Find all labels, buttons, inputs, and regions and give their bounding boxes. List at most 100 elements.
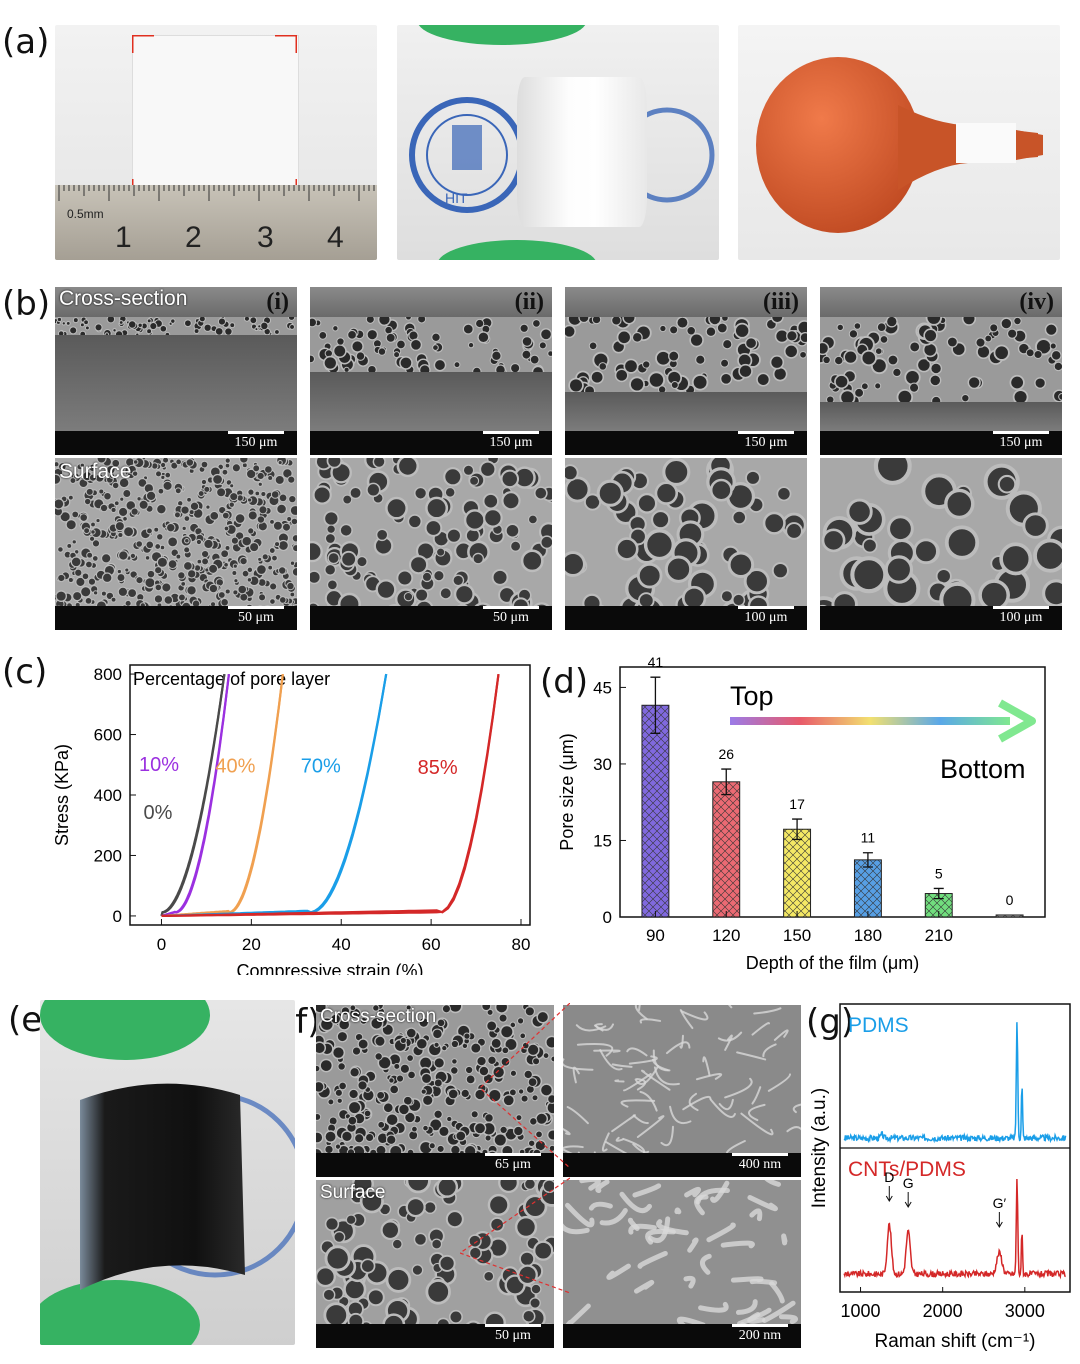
sem-surface-3: 100 μm <box>565 458 807 630</box>
panel-label-c: (c) <box>2 652 48 692</box>
sem-cross-section-1: (i) 150 μm Cross-section <box>55 287 297 455</box>
y-tick-label: 45 <box>593 678 612 697</box>
ruler-number-4: 4 <box>327 221 344 254</box>
ruler: 0.5mm 1 2 3 4 <box>55 185 377 260</box>
rubber-bulb <box>756 57 1043 233</box>
scale-bar: 150 μm <box>986 431 1056 451</box>
series-label: 0% <box>143 802 172 824</box>
x-tick-label: 3000 <box>1005 1301 1045 1321</box>
sem-cross-section-2: (ii) 150 μm <box>310 287 552 455</box>
series-label: 40% <box>215 755 255 777</box>
x-tick-label: 150 <box>783 926 811 945</box>
photo-bent-film: HIT <box>397 25 719 260</box>
x-axis-label: Raman shift (cm⁻¹) <box>875 1331 1036 1352</box>
scale-bar: 50 μm <box>476 606 546 626</box>
y-tick-label: 400 <box>94 786 122 805</box>
plot-frame <box>619 666 1046 918</box>
scale-bar-label: 50 μm <box>493 610 529 625</box>
series-label: PDMS <box>848 1014 909 1037</box>
x-axis-label: Depth of the film (μm) <box>746 953 919 973</box>
bar-120 <box>712 781 741 918</box>
error-bar <box>721 768 732 796</box>
peak-label: G <box>903 1175 914 1191</box>
y-tick-label: 600 <box>94 726 122 745</box>
peak-label: G′ <box>993 1195 1007 1211</box>
data-label: 0 <box>1006 892 1014 908</box>
ruler-number-1: 1 <box>115 221 132 254</box>
peak-arrow-icon <box>995 1212 1003 1228</box>
scale-bar-label: 65 μm <box>495 1157 531 1172</box>
x-axis-label: Compressive strain (%) <box>236 961 423 975</box>
y-tick-label: 0 <box>113 907 122 926</box>
sample-roman-label: (iii) <box>763 289 799 315</box>
curve-10pct <box>161 673 230 917</box>
scale-bar: 100 μm <box>986 606 1056 626</box>
panel-label-d: (d) <box>540 662 589 702</box>
y-tick-label: 200 <box>94 846 122 865</box>
x-tick-label: 120 <box>712 926 740 945</box>
hit-logo-text: HIT <box>445 190 468 206</box>
x-tick-label: 60 <box>422 935 441 954</box>
surface-tag: Surface <box>320 1182 386 1203</box>
scale-bar: 150 μm <box>476 431 546 451</box>
x-tick-label: 210 <box>925 926 953 945</box>
ruler-unit: 0.5mm <box>67 207 104 221</box>
x-tick-label: 180 <box>854 926 882 945</box>
x-tick-label: 2000 <box>923 1301 963 1321</box>
series-label: CNTs/PDMS <box>848 1158 966 1181</box>
scale-bar-label: 100 μm <box>744 610 788 625</box>
sem-f-4: 200 nm <box>563 1180 801 1348</box>
glove-finger-bottom <box>437 240 597 260</box>
scale-bar: 400 nm <box>725 1153 795 1173</box>
sem-surface-1: 50 μm Surface <box>55 458 297 630</box>
x-tick-label: 0 <box>157 935 166 954</box>
data-label: 17 <box>789 796 805 812</box>
cross-section-tag: Cross-section <box>59 287 188 310</box>
zoom-guide-lines <box>460 1003 570 1293</box>
pore-size-chart: 41 90 26 120 17 150 11 180 5 210 0 0 15 30 45 Depth of … <box>557 655 1046 973</box>
photo-cnt-film <box>40 1000 295 1345</box>
ruler-number-3: 3 <box>257 221 274 254</box>
sem-cross-section-4: (iv) 150 μm <box>820 287 1062 455</box>
error-bar <box>862 852 873 868</box>
x-tick-label: 40 <box>332 935 351 954</box>
curve-0pct <box>160 673 226 917</box>
arrow-start-label: Top <box>730 681 774 711</box>
series-label: 10% <box>139 754 179 776</box>
curve-40pct <box>161 673 284 917</box>
y-axis-label: Stress (KPa) <box>52 744 72 846</box>
y-tick-label: 0 <box>603 908 612 927</box>
legend-title: Percentage of pore layer <box>133 669 330 689</box>
error-bar <box>650 676 661 734</box>
panel-label-g: (g) <box>806 1002 855 1042</box>
y-axis-label: Intensity (a.u.) <box>809 1088 830 1208</box>
cnt-pdms-spectrum <box>843 1178 1067 1280</box>
y-tick-label: 800 <box>94 665 122 684</box>
scale-bar-label: 50 μm <box>238 610 274 625</box>
sample-roman-label: (i) <box>266 289 289 315</box>
bar-150 <box>783 828 812 918</box>
data-label: 5 <box>935 865 943 881</box>
scale-bar-label: 100 μm <box>999 610 1043 625</box>
scale-bar: 200 nm <box>725 1324 795 1344</box>
x-tick-label: 1000 <box>841 1301 881 1321</box>
peak-arrow-icon <box>885 1186 893 1202</box>
sem-cross-section-3: (iii) 150 μm <box>565 287 807 455</box>
x-tick-label: 80 <box>512 935 531 954</box>
ruler-ticks <box>58 185 375 201</box>
y-axis-label: Pore size (μm) <box>557 733 577 850</box>
series-label: 85% <box>418 757 458 779</box>
x-tick-label: 20 <box>242 935 261 954</box>
photo-film-on-ruler: 0.5mm 1 2 3 4 <box>55 25 377 260</box>
sample-roman-label: (iv) <box>1019 289 1054 315</box>
scale-bar: 150 μm <box>731 431 801 451</box>
curve-40pct <box>161 673 284 917</box>
sem-f-3: 50 μm <box>316 1180 554 1348</box>
depth-arrow-shaft <box>730 717 1010 725</box>
data-label: 11 <box>861 830 876 846</box>
y-tick-label: 30 <box>593 755 612 774</box>
bent-white-film <box>517 77 647 227</box>
scale-bar-label: 150 μm <box>744 435 788 450</box>
sem-surface-4: 100 μm <box>820 458 1062 630</box>
